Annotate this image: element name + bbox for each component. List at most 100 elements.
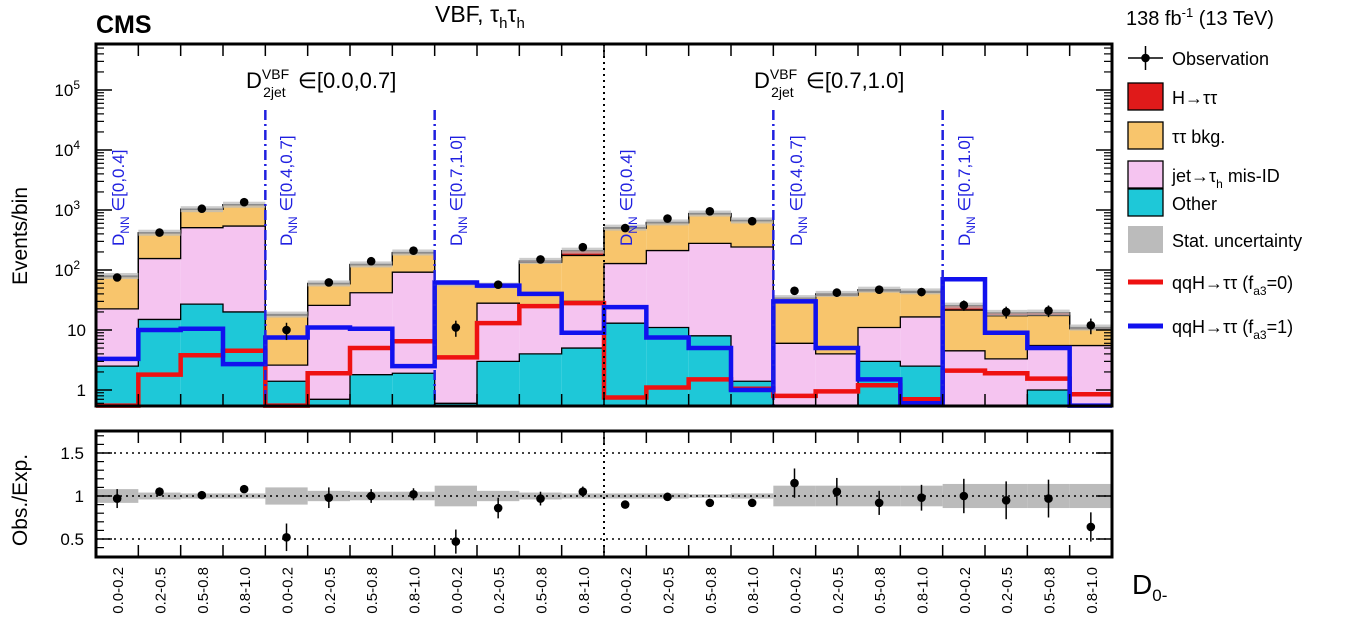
obs-point-3 (239, 197, 249, 207)
bar-bkg-21 (985, 315, 1028, 359)
x-tick-label-0: 0.0-0.2 (110, 567, 127, 614)
bottom-ylabel: Obs./Exp. (9, 454, 32, 546)
top-axis: 1 10 102 103 104 105 (54, 42, 1114, 408)
obs-point-13 (663, 214, 672, 223)
x-tick-label-22: 0.5-0.8 (1042, 567, 1059, 614)
obs-point-9 (493, 280, 503, 289)
ratio-point-0 (112, 494, 122, 503)
bar-bkg-13 (646, 222, 689, 251)
x-tick-label-15: 0.8-1.0 (745, 567, 762, 614)
bar-jethmisid-0 (96, 308, 139, 367)
legend-label-stat: Stat. uncertainty (1172, 231, 1302, 251)
bar-jethmisid-15 (731, 247, 774, 382)
top-ytick-label-1: 10 (67, 321, 86, 340)
legend-label-observation: Observation (1172, 49, 1269, 69)
ratio-point-17 (832, 487, 842, 497)
x-tick-label-6: 0.5-0.8 (364, 567, 381, 614)
ratio-band-4 (265, 487, 308, 505)
ratio-point-21 (1001, 496, 1011, 505)
legend-label-fa3-0: qqH→ττ (fa3=0) (1172, 273, 1293, 298)
bar-jethmisid-3 (223, 226, 266, 312)
bar-bkg-19 (900, 292, 943, 317)
obs-point-17 (832, 288, 842, 297)
ratio-point-2 (197, 490, 207, 500)
bar-bkg-5 (307, 283, 350, 306)
bar-jethmisid-13 (646, 250, 689, 328)
legend-label-fa3-1: qqH→ττ (fa3=1) (1172, 317, 1293, 342)
obs-point-1 (155, 228, 164, 237)
bar-jethmisid-19 (900, 316, 943, 367)
x-tick-label-14: 0.5-0.8 (703, 567, 720, 614)
ratio-point-19 (917, 493, 926, 503)
obs-point-20 (959, 300, 969, 310)
x-tick-label-11: 0.8-1.0 (576, 567, 593, 614)
bot-ytick-label-1: 1 (75, 487, 84, 506)
x-tick-label-21: 0.2-0.5 (999, 567, 1016, 614)
legend-swatch-0 (1127, 82, 1164, 111)
ratio-point-5 (324, 493, 334, 503)
obs-point-8 (451, 323, 461, 332)
bar-jethmisid-6 (350, 292, 393, 375)
bar-bkg-9 (477, 286, 520, 304)
bar-other-11 (561, 348, 604, 406)
bar-bkg-20 (942, 310, 985, 351)
bar-bkg-10 (519, 262, 562, 308)
obs-point-22 (1044, 306, 1053, 315)
subregion-label-5: DNN ∈[0.7,1.0] (955, 135, 978, 246)
bar-jethmisid-20 (942, 350, 985, 406)
x-tick-label-16: 0.0-0.2 (788, 567, 805, 614)
ratio-point-15 (747, 498, 757, 508)
xlabel: D0- (1132, 569, 1167, 605)
legend-swatch-stat (1128, 226, 1163, 253)
bar-bkg-0 (96, 276, 139, 309)
obs-point-7 (409, 246, 418, 255)
bar-jethmisid-21 (985, 358, 1028, 406)
bottom-grid (96, 431, 1112, 557)
bar-other-5 (307, 399, 350, 406)
bar-other-7 (392, 373, 435, 406)
bar-jethmisid-7 (392, 272, 435, 374)
ratio-point-16 (790, 478, 799, 488)
bar-other-12 (604, 323, 647, 406)
top-ylabel: Events/bin (9, 187, 32, 285)
ratio-point-9 (493, 503, 503, 513)
obs-point-10 (536, 255, 545, 264)
ratio-point-8 (451, 537, 461, 546)
x-tick-label-2: 0.5-0.8 (195, 567, 212, 614)
top-ytick-label-5: 105 (54, 78, 80, 100)
x-tick-label-1: 0.2-0.5 (153, 567, 170, 614)
obs-point-23 (1086, 320, 1096, 330)
bar-bkg-4 (265, 315, 308, 366)
bar-bkg-11 (561, 255, 604, 302)
obs-point-15 (747, 216, 757, 226)
bot-ytick-label-2: 1.5 (60, 444, 84, 463)
bar-jethmisid-18 (858, 327, 901, 362)
region-label-low: DVBF 2jet ∈[0.0,0.7] (246, 66, 396, 100)
obs-point-18 (874, 285, 884, 294)
bar-other-6 (350, 374, 393, 406)
x-tick-label-12: 0.0-0.2 (618, 567, 635, 614)
bar-bkg-17 (815, 295, 858, 354)
bar-bkg-8 (434, 283, 477, 357)
bar-jethmisid-4 (265, 365, 308, 382)
lumi-label: 138 fb-1 (13 TeV) (1126, 5, 1274, 30)
x-tick-label-20: 0.0-0.2 (957, 567, 974, 614)
stat-band-16 (773, 295, 816, 302)
ratio-point-4 (282, 532, 291, 542)
x-tick-label-19: 0.8-1.0 (915, 567, 932, 614)
bar-other-9 (477, 361, 520, 406)
ratio-point-18 (874, 498, 884, 508)
bar-jethmisid-2 (180, 227, 223, 305)
bar-jethmisid-10 (519, 307, 562, 354)
x-tick-label-13: 0.2-0.5 (661, 567, 678, 614)
top-ytick-label-2: 102 (54, 258, 80, 280)
stat-band-4 (265, 311, 308, 318)
channel-label: VBF, τhτh (435, 1, 525, 32)
ratio-point-23 (1086, 522, 1096, 532)
signal-line-fa3-1 (96, 277, 1112, 408)
bar-other-3 (223, 311, 266, 406)
ratio-point-12 (620, 500, 630, 509)
obs-point-2 (197, 204, 207, 214)
x-tick-label-23: 0.8-1.0 (1084, 567, 1101, 614)
